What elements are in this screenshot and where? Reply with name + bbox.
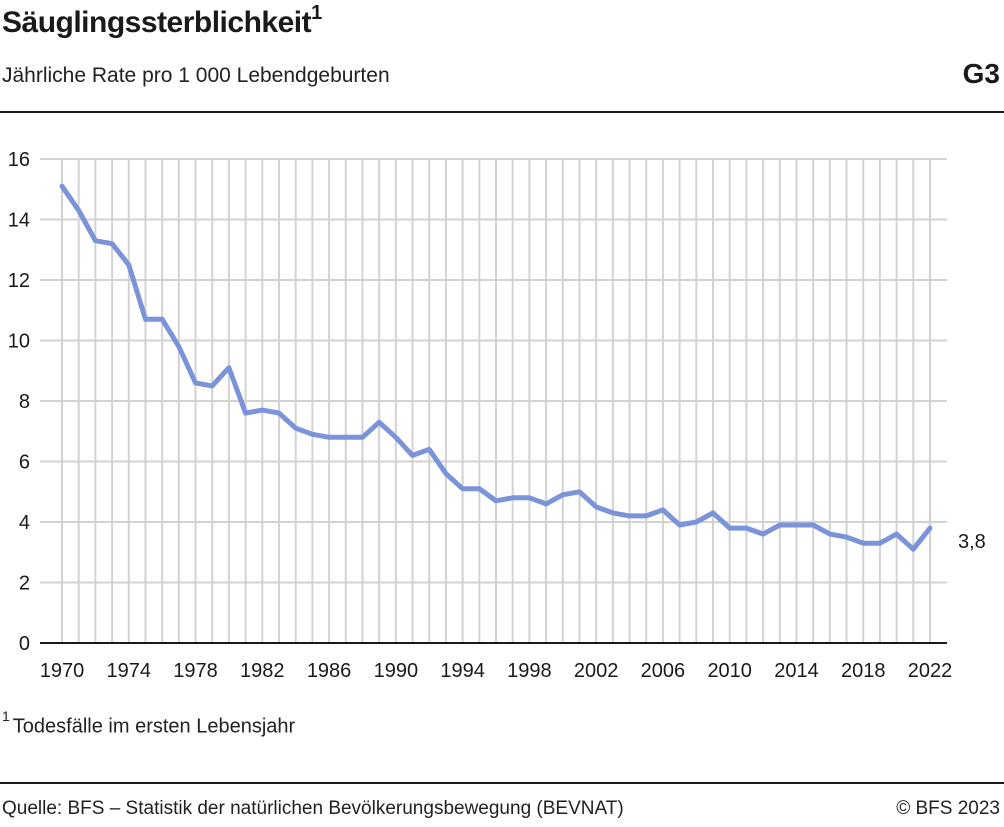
x-tick-label: 1970 [40,660,85,682]
data-point [811,523,816,528]
y-tick-label: 2 [19,573,30,595]
source-note: Quelle: BFS – Statistik der natürlichen … [2,798,624,819]
x-tick-label: 1986 [307,660,352,682]
data-point [277,411,282,416]
data-point [327,435,332,440]
data-point [711,510,716,515]
title-footnote-mark: 1 [311,2,322,24]
y-tick-label: 16 [8,149,30,171]
data-point [210,383,215,388]
data-point [727,526,732,531]
y-tick-label: 6 [19,452,30,474]
x-tick-label: 1974 [107,660,152,682]
data-point [377,420,382,425]
y-tick-label: 10 [8,331,30,353]
x-tick-label: 1978 [173,660,218,682]
data-point [794,523,799,528]
data-point [494,498,499,503]
y-tick-label: 4 [19,512,30,534]
y-tick-label: 12 [8,270,30,292]
data-point [610,510,615,515]
grid-layer [40,158,947,643]
data-point [477,486,482,491]
x-tick-label: 1982 [240,660,285,682]
chart-title-text: Säuglingssterblichkeit [2,6,312,39]
data-point [460,486,465,491]
data-point [126,262,131,267]
data-point [243,411,248,416]
footnote-mark: 1 [2,708,10,724]
x-tick-label: 2018 [841,660,886,682]
footer-divider [0,782,1004,784]
data-point [544,501,549,506]
data-point [93,238,98,243]
x-tick-label: 2022 [908,660,953,682]
x-tick-label: 2010 [707,660,752,682]
axis-layer: 0 2 4 6 8 10 12 14 16 1970 1974 1978 1982 1986 1990 199… [8,149,986,682]
data-point [76,208,81,213]
data-point [761,532,766,537]
data-point [410,453,415,458]
data-point [744,526,749,531]
data-point [310,432,315,437]
data-point [928,526,933,531]
data-point [827,532,832,537]
data-point [911,547,916,552]
data-point [427,447,432,452]
data-point [393,435,398,440]
data-point [777,523,782,528]
graphic-code: G3 [962,58,1000,89]
data-point [160,317,165,322]
data-point [894,532,899,537]
y-tick-label: 14 [8,210,30,232]
x-tick-label: 1994 [440,660,485,682]
data-point [844,535,849,540]
data-point [877,541,882,546]
data-point [60,184,65,189]
data-point [510,495,515,500]
chart-title: Säuglingssterblichkeit1 [2,3,322,40]
data-point [677,523,682,528]
x-tick-label: 1990 [374,660,419,682]
data-point [193,380,198,385]
data-point [176,344,181,349]
y-tick-label: 0 [19,633,30,655]
data-point [694,520,699,525]
data-point [861,541,866,546]
data-point [660,507,665,512]
footnote: 1 Todesfälle im ersten Lebensjahr [2,708,296,739]
footnote-text: Todesfälle im ersten Lebensjahr [12,715,296,738]
data-point [527,495,532,500]
data-point [343,435,348,440]
data-point [293,426,298,431]
x-tick-label: 2006 [641,660,686,682]
chart-subtitle: Jährliche Rate pro 1 000 Lebendgeburten [2,64,390,87]
data-point [560,492,565,497]
end-value-label: 3,8 [958,531,986,553]
data-point [143,317,148,322]
data-point [360,435,365,440]
data-point [226,365,231,370]
data-point [110,241,115,246]
x-tick-label: 1998 [507,660,552,682]
data-point [627,513,632,518]
copyright-note: © BFS 2023 [896,798,1000,819]
line-chart: 0 2 4 6 8 10 12 14 16 1970 1974 1978 1982 1986 1990 199… [8,149,986,682]
series-line [59,183,933,552]
data-point [443,471,448,476]
series-layer [59,183,933,552]
y-tick-label: 8 [19,391,30,413]
data-point [260,408,265,413]
x-tick-label: 2014 [774,660,819,682]
data-point [644,513,649,518]
header-divider [0,111,1004,113]
data-point [577,489,582,494]
x-tick-label: 2002 [574,660,619,682]
data-point [594,504,599,509]
